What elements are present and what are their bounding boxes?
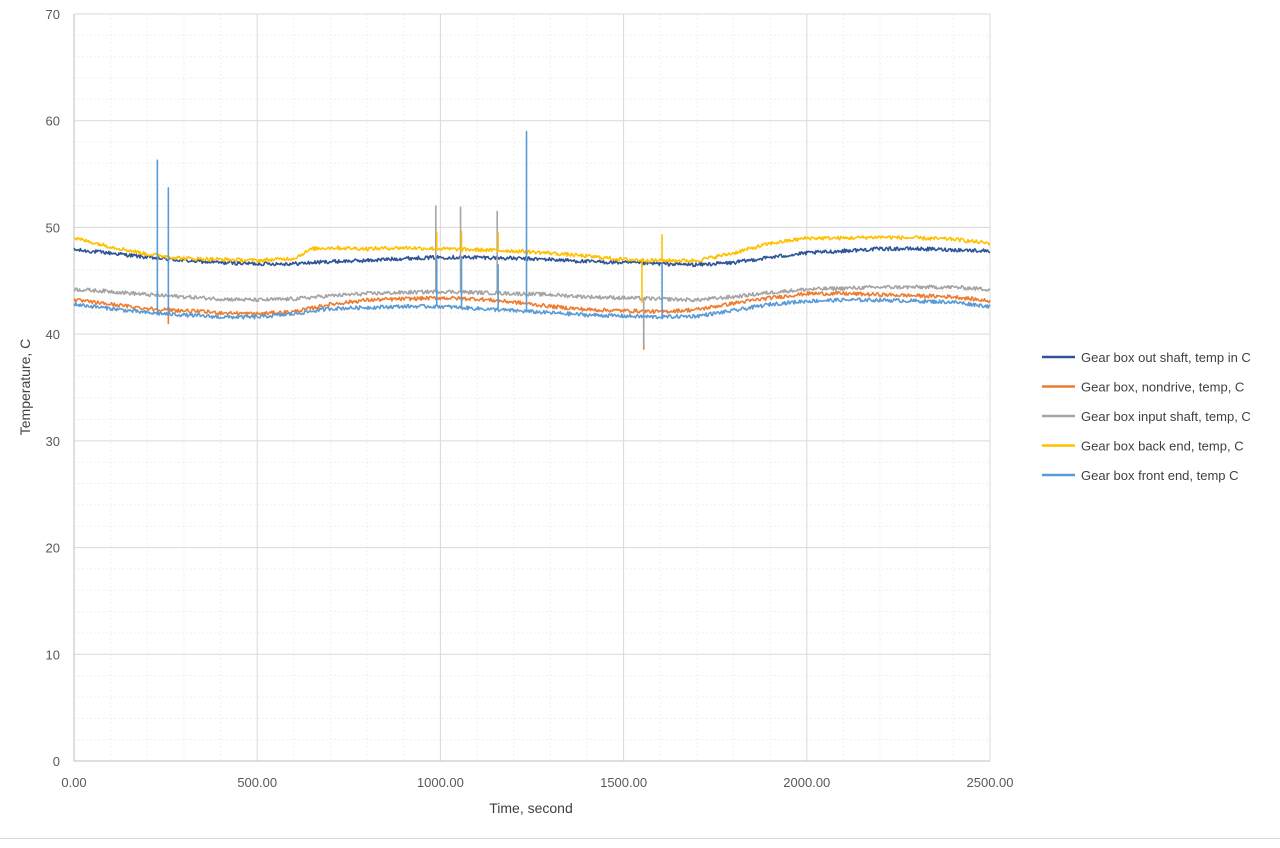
- legend-label-3: Gear box input shaft, temp, C: [1081, 409, 1251, 424]
- legend-label-1: Gear box out shaft, temp in C: [1081, 350, 1251, 365]
- y-tick-label: 0: [53, 754, 60, 769]
- y-axis-title: Temperature, C: [17, 339, 33, 435]
- y-tick-label: 10: [46, 647, 60, 662]
- legend-label-5: Gear box front end, temp C: [1081, 468, 1239, 483]
- bottom-divider: [0, 838, 1280, 839]
- x-tick-label: 2000.00: [783, 775, 830, 790]
- y-tick-label: 60: [46, 114, 60, 129]
- x-tick-label: 2500.00: [967, 775, 1014, 790]
- y-tick-label: 20: [46, 541, 60, 556]
- gridlines: [73, 13, 991, 762]
- x-tick-label: 500.00: [237, 775, 277, 790]
- legend-label-4: Gear box back end, temp, C: [1081, 439, 1244, 454]
- series-line-2: [73, 290, 991, 350]
- series-line-1: [73, 246, 991, 268]
- series-line-5: [73, 130, 991, 320]
- legend-label-2: Gear box, nondrive, temp, C: [1081, 380, 1244, 395]
- y-tick-label: 70: [46, 7, 60, 22]
- x-tick-label: 0.00: [61, 775, 86, 790]
- legend: Gear box out shaft, temp in C Gear box, n…: [1042, 350, 1251, 483]
- y-tick-label: 40: [46, 327, 60, 342]
- series-lines: [73, 130, 991, 350]
- series-line-3: [73, 205, 991, 347]
- x-tick-label: 1000.00: [417, 775, 464, 790]
- series-line-4: [73, 230, 991, 303]
- x-axis-title: Time, second: [489, 800, 573, 816]
- y-tick-label: 30: [46, 434, 60, 449]
- y-tick-label: 50: [46, 220, 60, 235]
- x-tick-label: 1500.00: [600, 775, 647, 790]
- axes: 0 10 20 30 40 50 60 70 0.00 500.00 1000.00 1500.00 2…: [46, 7, 1014, 790]
